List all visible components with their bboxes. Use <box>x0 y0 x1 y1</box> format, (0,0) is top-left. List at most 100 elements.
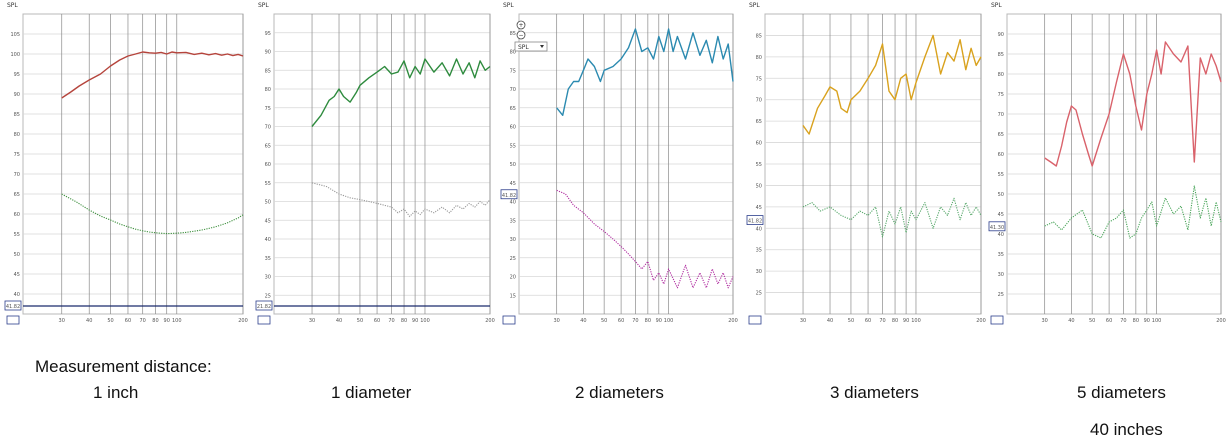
cursor-value-box[interactable] <box>4 300 22 311</box>
x-tick-label: 70 <box>140 318 146 324</box>
y-tick-label: 45 <box>998 212 1004 218</box>
y-tick-label: 30 <box>756 269 762 275</box>
x-axis-start-box[interactable] <box>990 315 1004 325</box>
x-tick-label: 50 <box>601 318 607 324</box>
x-axis-start-box[interactable] <box>748 315 762 325</box>
spl-axis-label: SPL <box>503 2 514 9</box>
y-tick-label: 35 <box>265 256 271 262</box>
y-tick-label: 70 <box>265 125 271 131</box>
y-tick-label: 70 <box>510 87 516 93</box>
cursor-value-label: 41.30 <box>990 225 1004 231</box>
caption-1-inch: 1 inch <box>93 383 139 402</box>
cursor-value-label: 21.82 <box>257 304 271 310</box>
caption-3-diameters: 3 diameters <box>830 383 919 402</box>
measurement-distance-heading: Measurement distance: <box>35 357 212 376</box>
y-tick-label: 65 <box>265 143 271 149</box>
y-tick-label: 60 <box>14 212 20 218</box>
y-tick-label: 50 <box>14 252 20 258</box>
y-tick-label: 55 <box>998 172 1004 178</box>
x-tick-label: 200 <box>1216 318 1226 324</box>
y-tick-label: 25 <box>756 291 762 297</box>
x-tick-label: 70 <box>388 318 394 324</box>
y-tick-label: 90 <box>265 50 271 56</box>
cursor-value-box[interactable] <box>988 221 1006 232</box>
distortion-series-line <box>1044 185 1222 239</box>
zoom-in-icon: + <box>518 22 523 29</box>
plot-area <box>1006 13 1222 315</box>
y-tick-label: 40 <box>756 226 762 232</box>
x-tick-label: 90 <box>412 318 418 324</box>
y-tick-label: 45 <box>265 218 271 224</box>
y-tick-label: 70 <box>756 98 762 104</box>
x-tick-label: 30 <box>800 318 806 324</box>
y-tick-label: 65 <box>998 132 1004 138</box>
distortion-series-line <box>802 197 982 238</box>
y-tick-label: 25 <box>265 293 271 299</box>
y-tick-label: 55 <box>510 143 516 149</box>
y-tick-label: 80 <box>998 72 1004 78</box>
x-tick-label: 80 <box>152 318 158 324</box>
x-tick-label: 100 <box>172 318 182 324</box>
y-tick-label: 85 <box>510 31 516 37</box>
spl-dropdown[interactable] <box>514 41 548 52</box>
spl-series-line <box>61 51 244 99</box>
spl-axis-label: SPL <box>991 2 1002 9</box>
y-tick-label: 90 <box>998 32 1004 38</box>
y-tick-label: 50 <box>756 183 762 189</box>
x-tick-label: 50 <box>1089 318 1095 324</box>
y-tick-label: 25 <box>998 292 1004 298</box>
y-tick-label: 30 <box>510 237 516 243</box>
x-tick-label: 60 <box>865 318 871 324</box>
x-tick-label: 60 <box>618 318 624 324</box>
cursor-value-box[interactable] <box>500 189 518 200</box>
x-tick-label: 100 <box>1152 318 1162 324</box>
y-tick-label: 75 <box>265 106 271 112</box>
x-axis-start-box[interactable] <box>6 315 20 325</box>
y-tick-label: 40 <box>998 232 1004 238</box>
cursor-value-label: 41.82 <box>748 219 762 225</box>
y-tick-label: 55 <box>265 181 271 187</box>
y-tick-label: 75 <box>756 76 762 82</box>
x-tick-label: 90 <box>1144 318 1150 324</box>
cursor-value-box[interactable] <box>746 215 764 225</box>
x-tick-label: 200 <box>976 318 986 324</box>
y-tick-label: 70 <box>998 112 1004 118</box>
x-tick-label: 200 <box>485 318 495 324</box>
x-tick-label: 50 <box>357 318 363 324</box>
x-tick-label: 90 <box>903 318 909 324</box>
y-tick-label: 30 <box>998 272 1004 278</box>
distortion-series-line <box>556 189 734 289</box>
chart-svg-5: 25 30 35 40 45 50 55 60 65 70 75 80 85 90 30 40 50 60 70 80… <box>988 2 1226 325</box>
y-tick-label: 45 <box>510 181 516 187</box>
y-tick-label: 40 <box>265 237 271 243</box>
x-tick-label: 70 <box>632 318 638 324</box>
y-tick-label: 80 <box>14 132 20 138</box>
y-tick-label: 45 <box>756 205 762 211</box>
caption-2-diameters: 2 diameters <box>575 383 664 402</box>
y-tick-label: 60 <box>265 162 271 168</box>
zoom-in-button[interactable] <box>516 20 526 30</box>
x-tick-label: 40 <box>827 318 833 324</box>
y-tick-label: 45 <box>14 272 20 278</box>
spl-dropdown-value: SPL <box>518 44 529 51</box>
spl-series-line <box>1044 41 1222 167</box>
x-tick-label: 80 <box>1133 318 1139 324</box>
x-tick-label: 40 <box>580 318 586 324</box>
cursor-value-box[interactable] <box>255 300 273 311</box>
x-tick-label: 60 <box>1106 318 1112 324</box>
zoom-controls: + − SPL <box>514 20 548 52</box>
x-axis-start-box[interactable] <box>502 315 516 325</box>
y-tick-label: 90 <box>14 92 20 98</box>
y-tick-label: 105 <box>10 32 20 38</box>
caption-1-diameter: 1 diameter <box>331 383 412 402</box>
x-tick-label: 40 <box>1068 318 1074 324</box>
x-axis-start-box[interactable] <box>257 315 271 325</box>
y-tick-label: 65 <box>756 119 762 125</box>
y-tick-label: 50 <box>265 200 271 206</box>
chart-panel-4: 25 30 35 40 45 50 55 60 65 70 75 80 85 30 40 50 60 70 80 90… <box>746 0 987 330</box>
y-tick-label: 35 <box>756 248 762 254</box>
x-tick-label: 50 <box>848 318 854 324</box>
zoom-out-button[interactable] <box>516 30 526 40</box>
x-tick-label: 60 <box>125 318 131 324</box>
cursor-value-label: 41.82 <box>6 304 20 310</box>
